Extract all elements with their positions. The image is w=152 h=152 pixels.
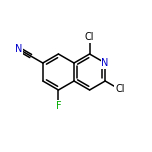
Text: F: F: [56, 101, 61, 111]
Text: Cl: Cl: [85, 32, 94, 42]
Text: Cl: Cl: [115, 85, 125, 95]
Text: N: N: [15, 44, 22, 54]
Text: N: N: [102, 58, 109, 68]
